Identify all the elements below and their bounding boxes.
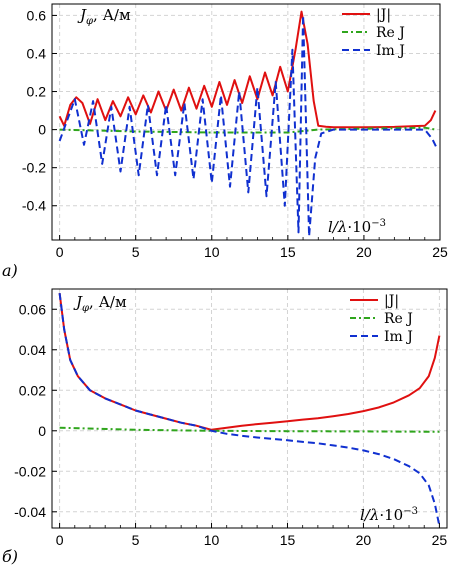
legend-label: Im J (376, 43, 405, 59)
panel-b-legend: |J| Re J Im J (350, 293, 413, 345)
x-tick-label: 25 (432, 532, 448, 548)
y-tick-label: -0.02 (14, 463, 46, 479)
y-tick-label: 0.4 (27, 45, 47, 61)
series-line-abs-j (58, 10, 437, 129)
panel-a-ylabel: Jφ, А/м (77, 6, 131, 27)
x-tick-label: 10 (204, 244, 220, 260)
panel-a-ticks: 0 5 10 15 20 25 -0.4 -0.2 0 0.2 0.4 0.6 (22, 7, 448, 260)
panel-b-grid (52, 289, 447, 528)
y-tick-label: 0 (38, 122, 46, 138)
y-tick-label: -0.4 (22, 198, 46, 214)
x-tick-label: 5 (132, 244, 140, 260)
y-tick-label: 0.2 (27, 84, 47, 100)
panel-b-ylabel: Jφ, А/м (73, 293, 127, 314)
x-tick-label: 15 (280, 532, 296, 548)
legend-label: |J| (384, 293, 399, 309)
x-tick-label: 25 (432, 244, 448, 260)
x-tick-label: 10 (204, 532, 220, 548)
y-tick-label: 0 (38, 423, 46, 439)
series-line-abs-j (58, 292, 441, 431)
panel-a-grid (52, 4, 441, 240)
panel-a-letter: а) (2, 261, 18, 280)
x-tick-label: 15 (280, 244, 296, 260)
panel-b-letter: б) (2, 547, 18, 566)
y-tick-label: -0.2 (22, 160, 46, 176)
panel-b-frame (51, 288, 448, 529)
y-tick-label: 0.6 (27, 7, 47, 23)
x-tick-label: 0 (56, 244, 64, 260)
x-tick-label: 0 (56, 532, 64, 548)
panel-b-xlabel: l/λ·10−3 (360, 506, 418, 524)
series-line-im-j (58, 292, 441, 527)
panel-a-legend: |J| Re J Im J (342, 7, 405, 59)
legend-label: Re J (384, 311, 413, 327)
x-tick-label: 5 (132, 532, 140, 548)
y-tick-label: 0.02 (19, 382, 46, 398)
legend-label: |J| (376, 7, 391, 23)
panel-a-xlabel: l/λ·10−3 (328, 218, 386, 236)
panel-b-ticks: 0 5 10 15 20 25 -0.04 -0.02 0 0.02 0.04 0.06 (14, 301, 447, 548)
y-tick-label: -0.04 (14, 504, 46, 520)
panel-a-frame (51, 3, 441, 241)
panel-a-series (58, 10, 438, 238)
series-line-re-j (59, 126, 436, 134)
x-tick-label: 20 (356, 244, 372, 260)
y-tick-label: 0.04 (19, 342, 46, 358)
panel-a: 0 5 10 15 20 25 -0.4 -0.2 0 0.2 0.4 0.6 Jφ, А/м l/λ… (2, 3, 448, 280)
x-tick-label: 20 (356, 532, 372, 548)
legend-label: Re J (376, 25, 405, 41)
legend-label: Im J (384, 329, 413, 345)
panel-b: 0 5 10 15 20 25 -0.04 -0.02 0 0.02 0.04 0.06 Jφ, А/… (2, 288, 448, 566)
panel-b-series (58, 292, 441, 527)
y-tick-label: 0.06 (19, 301, 46, 317)
series-line-im-j (58, 14, 438, 238)
